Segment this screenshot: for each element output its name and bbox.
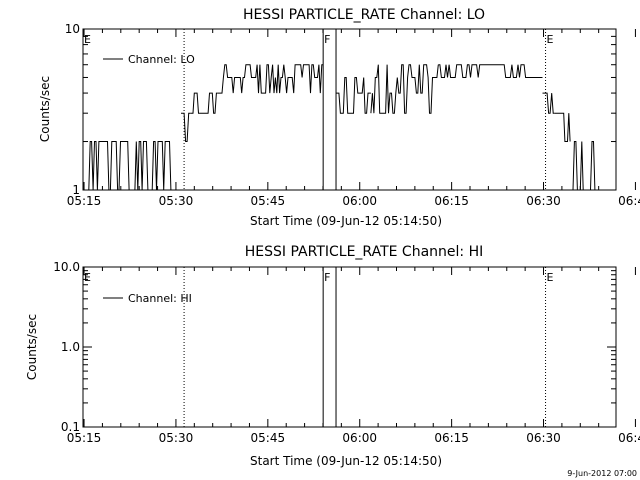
y-tick-label: 1 (72, 183, 80, 197)
marker-label: E (84, 33, 91, 46)
tick-group: 05:15 05:30 05:45 06:00 06:15 06:30 06:45 1 10 (65, 22, 640, 208)
series-line-segment (570, 141, 597, 191)
panel-hi: HESSI PARTICLE_RATE Channel: HI Counts/s… (25, 244, 640, 468)
y-tick-label: 1.0 (61, 340, 80, 354)
x-tick-label: 05:15 (67, 431, 102, 445)
legend-label: Channel: HI (128, 292, 192, 305)
series-line-segment (181, 112, 191, 142)
plot-frame (82, 28, 617, 191)
x-tick-label: 05:15 (67, 194, 102, 208)
tick-group: 05:15 05:30 05:45 06:00 06:15 06:30 06:45 0.1 1.… (53, 260, 640, 445)
x-axis-label: Start Time (09-Jun-12 05:14:50) (250, 214, 442, 228)
x-axis-label: Start Time (09-Jun-12 05:14:50) (250, 454, 442, 468)
panel-lo: HESSI PARTICLE_RATE Channel: LO Counts/s… (38, 7, 640, 228)
chart-title: HESSI PARTICLE_RATE Channel: HI (245, 244, 483, 260)
x-tick-label: 05:30 (159, 194, 194, 208)
legend-label: Channel: LO (128, 53, 195, 66)
series-line-segment (217, 64, 324, 94)
marker-label: E (547, 271, 554, 284)
series-line-segment (370, 64, 439, 114)
y-tick-label: 10 (65, 22, 80, 36)
x-tick-label: 06:00 (342, 194, 377, 208)
series-line-segment (438, 64, 543, 78)
series-line-segment (336, 77, 371, 114)
marker-label: F (324, 271, 330, 284)
y-tick-label: 10.0 (53, 260, 80, 274)
y-axis-label: Counts/sec (25, 314, 39, 380)
x-tick-label: 06:00 (342, 431, 377, 445)
y-tick-label: 0.1 (61, 420, 80, 434)
plot-frame (82, 266, 617, 428)
marker-label: F (324, 33, 330, 46)
legend: Channel: LO (103, 53, 195, 66)
x-tick-label: 06:45 (618, 194, 640, 208)
x-tick-label: 06:15 (434, 431, 469, 445)
x-tick-label: 06:30 (526, 194, 561, 208)
x-tick-label: 06:15 (434, 194, 469, 208)
marker-label: E (84, 271, 91, 284)
y-axis-label: Counts/sec (38, 76, 52, 142)
series-line-segment (554, 112, 571, 142)
x-tick-label: 06:45 (618, 431, 640, 445)
x-tick-label: 05:45 (251, 431, 286, 445)
chart-title: HESSI PARTICLE_RATE Channel: LO (243, 7, 485, 23)
footer-date: 9-Jun-2012 07:00 (567, 469, 637, 478)
x-tick-label: 06:30 (526, 431, 561, 445)
series-group (83, 64, 597, 191)
series-line-segment (542, 92, 555, 114)
series-line-segment (83, 141, 181, 191)
x-tick-label: 05:45 (251, 194, 286, 208)
x-tick-label: 05:30 (159, 431, 194, 445)
legend: Channel: HI (103, 292, 192, 305)
marker-label: E (547, 33, 554, 46)
series-line-segment (190, 92, 218, 114)
